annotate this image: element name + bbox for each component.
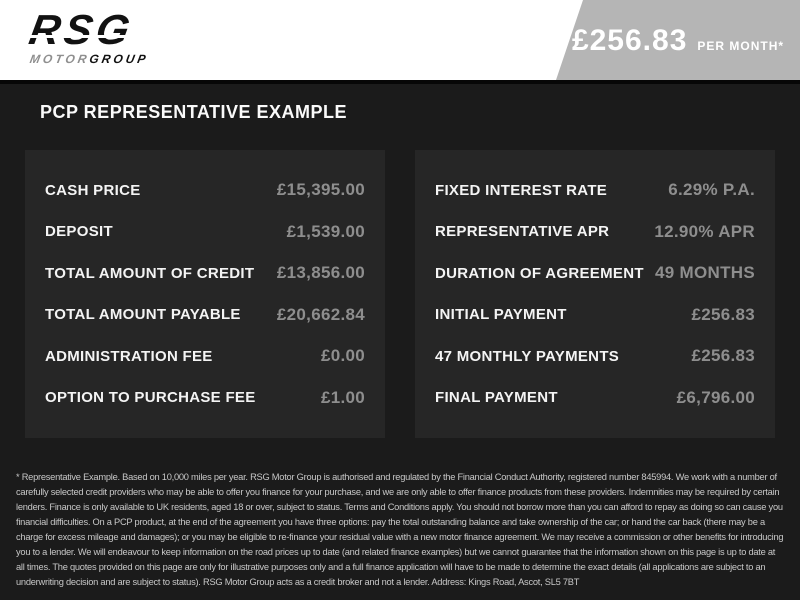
row-label: REPRESENTATIVE APR xyxy=(435,223,610,241)
logo-subtext: MOTORGROUP xyxy=(29,52,181,66)
logo-subtext-group: GROUP xyxy=(88,52,150,66)
row-label: 47 MONTHLY PAYMENTS xyxy=(435,347,620,365)
row-value: 49 MONTHS xyxy=(655,263,755,283)
row-value: £1.00 xyxy=(320,387,365,407)
page-header: RSG MOTORGROUP £256.83 PER MONTH* xyxy=(0,0,800,84)
row-label: TOTAL AMOUNT OF CREDIT xyxy=(45,264,255,282)
row-value: £0.00 xyxy=(320,346,365,366)
row-value: £256.83 xyxy=(691,346,755,366)
row-label: CASH PRICE xyxy=(45,181,141,199)
row-label: FINAL PAYMENT xyxy=(435,389,558,407)
row-value: £6,796.00 xyxy=(676,387,755,407)
finance-row-deposit: DEPOSIT £1,539.00 xyxy=(45,212,365,252)
finance-row-representative-apr: REPRESENTATIVE APR 12.90% APR xyxy=(435,212,755,252)
finance-row-option-to-purchase-fee: OPTION TO PURCHASE FEE £1.00 xyxy=(45,378,365,418)
row-value: 6.29% P.A. xyxy=(668,180,755,199)
row-value: £1,539.00 xyxy=(286,221,365,241)
row-label: DEPOSIT xyxy=(45,223,113,241)
finance-row-monthly-payments: 47 MONTHLY PAYMENTS £256.83 xyxy=(435,336,755,376)
row-value: £20,662.84 xyxy=(276,304,365,324)
monthly-price-period: PER MONTH* xyxy=(697,39,785,53)
monthly-price-tag: £256.83 PER MONTH* xyxy=(556,0,800,80)
rsg-motor-group-logo: RSG MOTORGROUP xyxy=(23,6,183,66)
row-value: £15,395.00 xyxy=(276,180,365,199)
section-title: PCP REPRESENTATIVE EXAMPLE xyxy=(40,102,348,122)
finance-panel-right: FIXED INTEREST RATE 6.29% P.A. REPRESENT… xyxy=(415,150,775,438)
finance-row-duration: DURATION OF AGREEMENT 49 MONTHS xyxy=(435,253,755,293)
finance-panel-left: CASH PRICE £15,395.00 DEPOSIT £1,539.00 … xyxy=(25,150,385,438)
finance-row-cash-price: CASH PRICE £15,395.00 xyxy=(45,170,365,210)
row-value: £13,856.00 xyxy=(276,263,365,283)
row-label: TOTAL AMOUNT PAYABLE xyxy=(45,306,241,324)
finance-row-total-credit: TOTAL AMOUNT OF CREDIT £13,856.00 xyxy=(45,253,365,293)
row-label: INITIAL PAYMENT xyxy=(435,306,567,324)
finance-row-admin-fee: ADMINISTRATION FEE £0.00 xyxy=(45,336,365,376)
row-value: £256.83 xyxy=(691,304,755,324)
logo-subtext-motor: MOTOR xyxy=(28,52,91,66)
finance-row-initial-payment: INITIAL PAYMENT £256.83 xyxy=(435,295,755,335)
logo-wordmark: RSG xyxy=(25,6,138,53)
representative-example-disclaimer: * Representative Example. Based on 10,00… xyxy=(16,472,784,587)
row-label: ADMINISTRATION FEE xyxy=(45,347,213,365)
row-label: OPTION TO PURCHASE FEE xyxy=(45,389,256,407)
row-label: DURATION OF AGREEMENT xyxy=(435,264,644,282)
monthly-price-amount: £256.83 xyxy=(571,24,688,57)
finance-row-fixed-interest-rate: FIXED INTEREST RATE 6.29% P.A. xyxy=(435,170,755,210)
logo-speed-stripe xyxy=(23,35,183,38)
finance-row-total-payable: TOTAL AMOUNT PAYABLE £20,662.84 xyxy=(45,295,365,335)
row-value: 12.90% APR xyxy=(654,221,755,241)
row-label: FIXED INTEREST RATE xyxy=(435,181,608,199)
finance-row-final-payment: FINAL PAYMENT £6,796.00 xyxy=(435,378,755,418)
